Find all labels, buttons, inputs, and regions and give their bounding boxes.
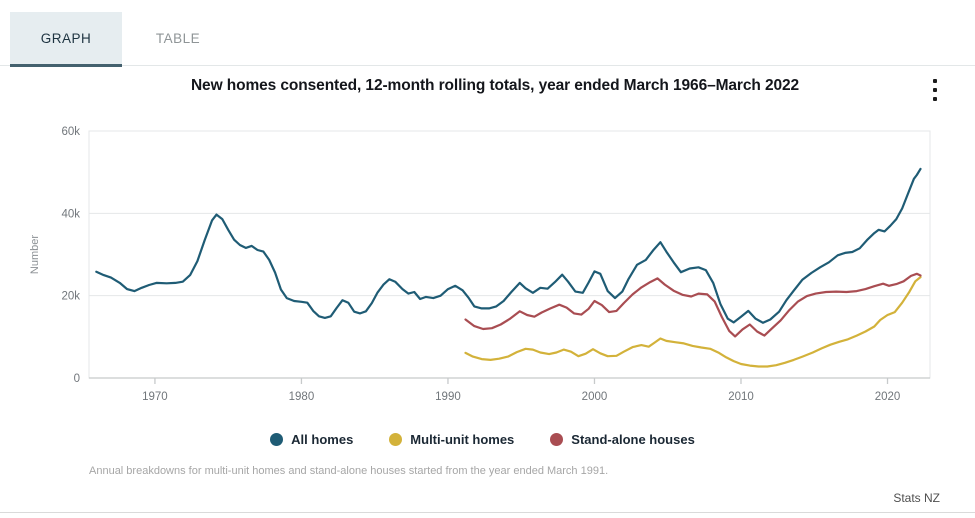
bottom-divider — [0, 512, 975, 513]
kebab-dot — [933, 79, 937, 83]
tab-graph[interactable]: GRAPH — [10, 12, 122, 67]
series-line-all-homes — [95, 167, 922, 324]
kebab-dot — [933, 97, 937, 101]
x-tick-label: 1970 — [142, 391, 168, 403]
chart-legend: All homes Multi-unit homes Stand-alone h… — [0, 432, 965, 447]
chart-footnote: Annual breakdowns for multi-unit homes a… — [89, 465, 609, 477]
x-tick-label: 1980 — [289, 391, 315, 403]
line-chart: 0 20k 40k 60k 1970 1980 1990 2000 2010 2020 Number — [29, 126, 931, 403]
x-tick-label: 1990 — [435, 391, 461, 403]
x-tick-label: 2010 — [728, 391, 754, 403]
chart-title: New homes consented, 12-month rolling to… — [190, 77, 800, 94]
tab-table-label: TABLE — [155, 31, 201, 46]
plot-frame — [88, 130, 931, 379]
legend-item-stand-alone-houses[interactable]: Stand-alone houses — [550, 432, 695, 447]
legend-dot-multi-unit-homes — [389, 433, 403, 446]
series-line-stand-alone-houses — [464, 272, 922, 338]
legend-label: All homes — [291, 432, 354, 447]
y-axis-title: Number — [29, 235, 41, 274]
legend-label: Multi-unit homes — [410, 432, 515, 447]
legend-dot-stand-alone-houses — [550, 433, 564, 446]
tab-bar: GRAPH TABLE — [0, 12, 975, 67]
legend-dot-all-homes — [270, 433, 284, 446]
y-tick-label: 0 — [74, 373, 80, 385]
kebab-menu-icon[interactable] — [928, 79, 942, 101]
x-tick-label: 2000 — [582, 391, 608, 403]
legend-item-multi-unit-homes[interactable]: Multi-unit homes — [389, 432, 514, 447]
tab-graph-label: GRAPH — [40, 31, 92, 46]
legend-label: Stand-alone houses — [571, 432, 695, 447]
y-tick-label: 40k — [61, 208, 80, 220]
stats-nz-attribution: Stats NZ — [893, 491, 940, 505]
kebab-dot — [933, 88, 937, 92]
tab-table[interactable]: TABLE — [122, 12, 234, 65]
y-tick-label: 60k — [61, 126, 80, 138]
y-tick-label: 20k — [61, 291, 80, 303]
x-tick-label: 2020 — [875, 391, 901, 403]
legend-item-all-homes[interactable]: All homes — [270, 432, 353, 447]
series-line-multi-unit-homes — [464, 276, 922, 368]
